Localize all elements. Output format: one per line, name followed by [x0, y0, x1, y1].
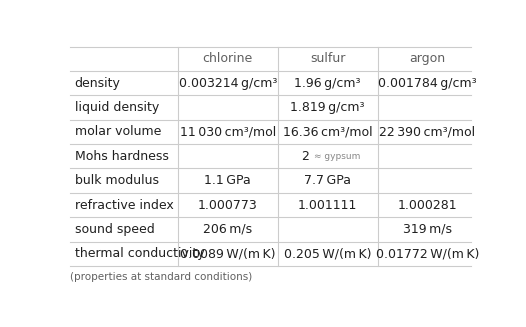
Text: 0.0089 W/(m K): 0.0089 W/(m K)	[180, 247, 276, 260]
Text: 11 030 cm³/mol: 11 030 cm³/mol	[180, 126, 276, 138]
Text: argon: argon	[409, 52, 446, 65]
Text: 0.205 W/(m K): 0.205 W/(m K)	[284, 247, 371, 260]
Text: 206 m/s: 206 m/s	[203, 223, 252, 236]
Text: chlorine: chlorine	[203, 52, 253, 65]
Text: liquid density: liquid density	[75, 101, 159, 114]
Text: 0.01772 W/(m K): 0.01772 W/(m K)	[376, 247, 479, 260]
Text: 1.1 GPa: 1.1 GPa	[205, 174, 251, 187]
Text: thermal conductivity: thermal conductivity	[75, 247, 204, 260]
Text: 1.000773: 1.000773	[198, 198, 258, 212]
Text: sulfur: sulfur	[310, 52, 346, 65]
Text: (properties at standard conditions): (properties at standard conditions)	[70, 272, 252, 282]
Text: 1.001111: 1.001111	[298, 198, 357, 212]
Text: Mohs hardness: Mohs hardness	[75, 150, 169, 163]
Text: molar volume: molar volume	[75, 126, 161, 138]
Text: ≈ gypsum: ≈ gypsum	[314, 152, 361, 161]
Text: 0.001784 g/cm³: 0.001784 g/cm³	[378, 77, 477, 90]
Text: 0.003214 g/cm³: 0.003214 g/cm³	[179, 77, 277, 90]
Text: bulk modulus: bulk modulus	[75, 174, 159, 187]
Text: 1.96 g/cm³: 1.96 g/cm³	[295, 77, 361, 90]
Text: 7.7 GPa: 7.7 GPa	[304, 174, 351, 187]
Text: 1.819 g/cm³: 1.819 g/cm³	[290, 101, 365, 114]
Text: 22 390 cm³/mol: 22 390 cm³/mol	[379, 126, 476, 138]
Text: 1.000281: 1.000281	[398, 198, 457, 212]
Text: 2: 2	[301, 150, 309, 163]
Text: 319 m/s: 319 m/s	[403, 223, 452, 236]
Text: refractive index: refractive index	[75, 198, 174, 212]
Text: density: density	[75, 77, 120, 90]
Text: sound speed: sound speed	[75, 223, 155, 236]
Text: 16.36 cm³/mol: 16.36 cm³/mol	[283, 126, 372, 138]
